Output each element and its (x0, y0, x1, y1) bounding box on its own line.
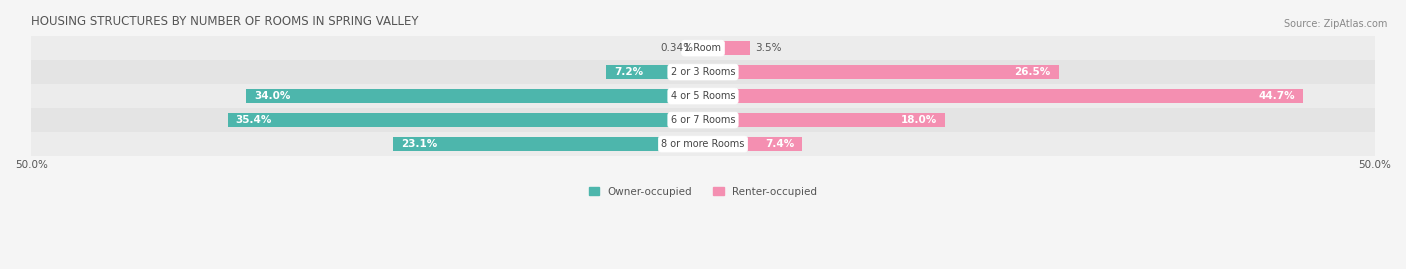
Text: 35.4%: 35.4% (236, 115, 271, 125)
Text: 23.1%: 23.1% (401, 139, 437, 149)
Bar (31, 36, 1375, 60)
Bar (246, 89, 703, 103)
Text: 3.5%: 3.5% (755, 43, 782, 53)
Bar (31, 108, 1375, 132)
Text: 18.0%: 18.0% (900, 115, 936, 125)
Bar (703, 65, 1059, 79)
Text: 34.0%: 34.0% (254, 91, 291, 101)
Text: 4 or 5 Rooms: 4 or 5 Rooms (671, 91, 735, 101)
Bar (228, 113, 703, 127)
Bar (392, 137, 703, 151)
Bar (703, 113, 945, 127)
Text: HOUSING STRUCTURES BY NUMBER OF ROOMS IN SPRING VALLEY: HOUSING STRUCTURES BY NUMBER OF ROOMS IN… (31, 15, 419, 28)
Text: 0.34%: 0.34% (659, 43, 693, 53)
Bar (703, 41, 749, 55)
Text: 7.2%: 7.2% (614, 67, 644, 77)
Text: 44.7%: 44.7% (1258, 91, 1295, 101)
Text: 1 Room: 1 Room (685, 43, 721, 53)
Bar (31, 84, 1375, 108)
Text: 26.5%: 26.5% (1015, 67, 1050, 77)
Text: 8 or more Rooms: 8 or more Rooms (661, 139, 745, 149)
Bar (606, 65, 703, 79)
Legend: Owner-occupied, Renter-occupied: Owner-occupied, Renter-occupied (585, 183, 821, 201)
Bar (31, 60, 1375, 84)
Text: Source: ZipAtlas.com: Source: ZipAtlas.com (1284, 19, 1388, 29)
Text: 2 or 3 Rooms: 2 or 3 Rooms (671, 67, 735, 77)
Bar (703, 137, 803, 151)
Bar (699, 41, 703, 55)
Bar (703, 89, 1303, 103)
Text: 7.4%: 7.4% (765, 139, 794, 149)
Text: 6 or 7 Rooms: 6 or 7 Rooms (671, 115, 735, 125)
Bar (31, 132, 1375, 156)
